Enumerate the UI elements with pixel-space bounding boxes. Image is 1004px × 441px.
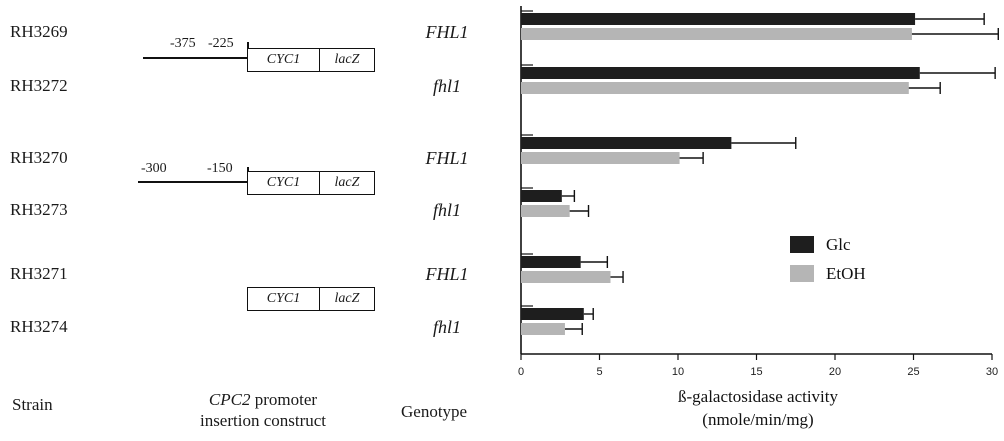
segment-divider xyxy=(319,49,321,71)
construct-header-gene: CPC2 xyxy=(208,390,251,409)
segment-divider xyxy=(319,288,321,310)
bar-etoh xyxy=(521,271,611,283)
reporter-construct-box: CYC1 lacZ xyxy=(247,287,375,311)
x-tick-label: 15 xyxy=(750,366,762,378)
genotype-column-header: Genotype xyxy=(401,402,468,421)
x-tick-label: 0 xyxy=(518,366,524,378)
x-tick-label: 10 xyxy=(672,366,684,378)
cyc1-segment: CYC1 xyxy=(266,175,301,190)
strain-label-rh3274: RH3274 xyxy=(10,317,68,336)
strain-label-rh3270: RH3270 xyxy=(10,148,68,167)
lacz-segment: lacZ xyxy=(334,52,360,67)
cyc1-segment: CYC1 xyxy=(266,52,301,67)
strain-column-header: Strain xyxy=(12,395,53,414)
bar-etoh xyxy=(521,205,570,217)
construct-header-rest: promoter xyxy=(250,390,318,409)
promoter-end-coord: -150 xyxy=(207,161,233,176)
promoter-start-coord: -300 xyxy=(141,161,167,176)
strain-label-rh3272: RH3272 xyxy=(10,76,68,95)
bar-glc xyxy=(521,190,562,202)
bar-etoh xyxy=(521,82,909,94)
reporter-construct-box: CYC1 lacZ xyxy=(247,48,375,72)
strain-label-rh3271: RH3271 xyxy=(10,264,68,283)
promoter-start-coord: -375 xyxy=(170,36,196,51)
strain-label-rh3273: RH3273 xyxy=(10,200,68,219)
construct-column-header: CPC2 promoter insertion construct xyxy=(188,389,338,431)
bar-etoh xyxy=(521,323,565,335)
genotype-label: fhl1 xyxy=(432,317,461,337)
bar-glc xyxy=(521,13,916,25)
legend-swatch-etoh xyxy=(790,265,814,282)
segment-divider xyxy=(319,172,321,194)
construct-header-line1: CPC2 promoter xyxy=(188,389,338,410)
legend-swatch-glc xyxy=(790,236,814,253)
construct-header-line2: insertion construct xyxy=(199,411,327,430)
promoter-end-coord: -225 xyxy=(208,36,234,51)
genotype-label: FHL1 xyxy=(425,22,469,42)
bar-etoh xyxy=(521,152,680,164)
bar-glc xyxy=(521,137,732,149)
x-axis-unit: (nmole/min/mg) xyxy=(702,410,813,429)
genotype-label: fhl1 xyxy=(432,76,461,96)
bar-etoh xyxy=(521,28,912,40)
x-tick-label: 30 xyxy=(986,366,998,378)
genotype-label: FHL1 xyxy=(425,264,469,284)
x-tick-label: 20 xyxy=(829,366,841,378)
x-axis-label: ß-galactosidase activity xyxy=(678,387,839,406)
bar-glc xyxy=(521,308,584,320)
x-tick-label: 25 xyxy=(907,366,919,378)
lacz-segment: lacZ xyxy=(334,291,360,306)
promoter-line xyxy=(138,181,249,183)
x-tick-label: 5 xyxy=(596,366,602,378)
bar-glc xyxy=(521,67,920,79)
legend-label-etoh: EtOH xyxy=(826,264,866,283)
strain-label-rh3269: RH3269 xyxy=(10,22,68,41)
promoter-line xyxy=(143,57,249,59)
legend-label-glc: Glc xyxy=(826,235,851,254)
reporter-construct-box: CYC1 lacZ xyxy=(247,171,375,195)
plot-area: 0 5 10 15 20 25 30 Glc EtOH xyxy=(518,6,999,378)
genotype-label: FHL1 xyxy=(425,148,469,168)
cyc1-segment: CYC1 xyxy=(266,291,301,306)
genotype-label: fhl1 xyxy=(432,200,461,220)
bar-glc xyxy=(521,256,581,268)
lacz-segment: lacZ xyxy=(334,175,360,190)
